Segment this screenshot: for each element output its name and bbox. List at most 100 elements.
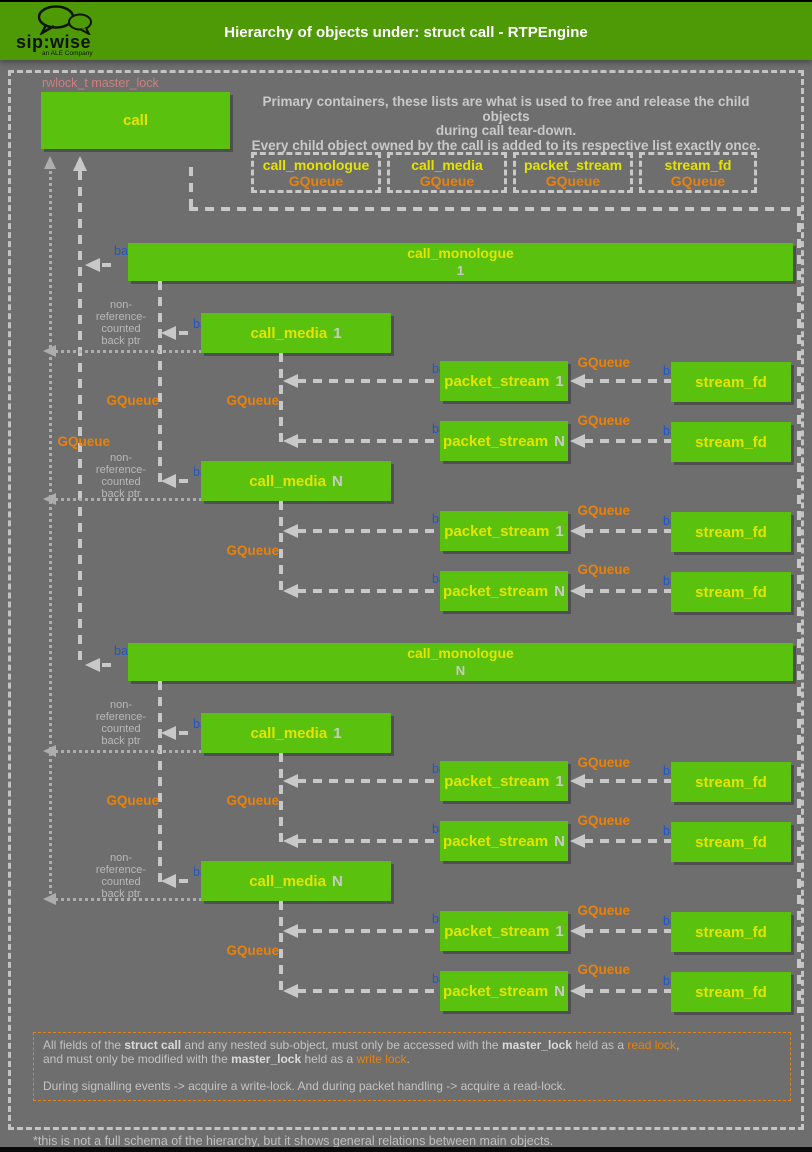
back-ptr-dash: [297, 839, 440, 843]
box-title: stream_fd: [695, 583, 767, 601]
queue-box-stream-fd: stream_fd GQueue: [639, 152, 757, 193]
box-index: 1: [333, 724, 342, 742]
non-ref-arrow: [43, 745, 56, 757]
gqueue-dash: [584, 589, 671, 593]
back-ptr-dash: [297, 589, 440, 593]
gqueue-label: GQueue: [577, 355, 630, 370]
note-line-1: All fields of the struct call and any ne…: [43, 1038, 680, 1052]
packet-stream-box: packet_stream 1: [440, 761, 568, 801]
box-index: 1: [333, 324, 342, 342]
speech-bubbles-icon: [37, 5, 92, 35]
logo-subtext: an ALE Company: [42, 50, 93, 57]
back-ptr-dash: [102, 263, 115, 267]
gqueue-arrow: [570, 584, 585, 598]
stream-fd-box: stream_fd: [671, 362, 791, 402]
box-title: stream_fd: [695, 373, 767, 391]
box-title: packet_stream: [443, 432, 549, 450]
box-title: call_monologue: [407, 645, 514, 661]
gqueue-label: GQueue: [226, 943, 279, 958]
non-ref-arrow: [43, 893, 56, 905]
note-line-2: and must only be modified with the maste…: [43, 1051, 410, 1066]
packet-stream-box: packet_stream 1: [440, 511, 568, 551]
box-index: N: [554, 982, 565, 1000]
call-monologue-n-box: call_monologue N: [128, 643, 793, 681]
non-ref-arrow: [43, 345, 56, 357]
gqueue-label: GQueue: [226, 543, 279, 558]
packet-stream-box: packet_stream 1: [440, 361, 568, 401]
box-index: N: [331, 472, 343, 490]
call-to-lists-line: [189, 167, 193, 207]
gqueue-label: GQueue: [106, 393, 159, 408]
call-media-box: call_media 1: [201, 713, 391, 753]
queue-box-title: call_media: [411, 157, 483, 173]
non-ref-dash: [55, 750, 201, 753]
box-index: 1: [555, 922, 564, 940]
box-title: stream_fd: [695, 433, 767, 451]
back-ptr-dash: [179, 479, 192, 483]
box-title: call_media: [249, 472, 326, 490]
box-index: N: [554, 832, 565, 850]
gqueue-label: GQueue: [226, 393, 279, 408]
gqueue-dash: [584, 439, 671, 443]
back-ptr-arrow: [283, 584, 298, 598]
box-title: call_media: [249, 872, 326, 890]
box-title: packet_stream: [444, 922, 550, 940]
box-title: stream_fd: [695, 773, 767, 791]
stream-fd-box: stream_fd: [671, 912, 791, 952]
gqueue-label: GQueue: [106, 793, 159, 808]
intro-line-1: Primary containers, these lists are what…: [262, 94, 750, 124]
back-ptr-arrow: [85, 258, 100, 272]
diagram-border: [8, 70, 804, 1130]
back-ptr-arrow: [85, 658, 100, 672]
back-ptr-dash: [179, 879, 192, 883]
back-ptr-arrow: [161, 874, 176, 888]
media-list-line: [158, 681, 162, 883]
gqueue-label: GQueue: [577, 755, 630, 770]
header-bar: sip:wise an ALE Company Hierarchy of obj…: [0, 0, 812, 60]
packet-list-line: [279, 501, 283, 593]
gqueue-arrow: [570, 374, 585, 388]
back-ptr-arrow: [283, 774, 298, 788]
queue-box-sub: GQueue: [288, 173, 344, 189]
gqueue-label: GQueue: [226, 793, 279, 808]
box-index: 1: [555, 772, 564, 790]
box-title: call_media: [250, 324, 328, 342]
stream-fd-box: stream_fd: [671, 422, 791, 462]
queue-box-title: packet_stream: [523, 157, 623, 173]
back-ptr-arrow: [161, 726, 176, 740]
back-ptr-dash: [297, 439, 440, 443]
call-monologue-1-box: call_monologue 1: [128, 243, 793, 281]
stream-fd-box: stream_fd: [671, 822, 791, 862]
back-ptr-arrow: [161, 326, 176, 340]
back-ptr-dash: [297, 929, 440, 933]
box-title: stream_fd: [695, 983, 767, 1001]
packet-stream-box: packet_stream N: [440, 571, 568, 611]
gqueue-label: GQueue: [577, 562, 630, 577]
call-box: call: [41, 92, 230, 149]
packet-list-line: [279, 753, 283, 843]
intro-line-2: during call tear-down.: [435, 123, 577, 138]
back-ptr-dash: [297, 379, 440, 383]
box-index: N: [554, 582, 565, 600]
back-ptr-arrow: [283, 834, 298, 848]
box-title: packet_stream: [444, 522, 550, 540]
gqueue-arrow: [570, 984, 585, 998]
non-ref-label: non- reference- counted back ptr: [95, 452, 147, 500]
right-side-line: [797, 207, 801, 1013]
stream-fd-box: stream_fd: [671, 972, 791, 1012]
box-index: N: [554, 432, 565, 450]
non-ref-arrow: [43, 493, 56, 505]
non-ref-dash: [55, 898, 201, 901]
box-title: stream_fd: [695, 923, 767, 941]
queue-box-title: stream_fd: [664, 157, 732, 173]
gqueue-arrow: [570, 774, 585, 788]
box-title: packet_stream: [444, 772, 550, 790]
non-ref-dash: [55, 350, 201, 353]
media-list-line: [158, 281, 162, 483]
back-ptr-dash: [297, 779, 440, 783]
queue-box-sub: GQueue: [419, 173, 475, 189]
lists-row-line: [189, 207, 801, 211]
box-title: stream_fd: [695, 523, 767, 541]
gqueue-label: GQueue: [57, 434, 110, 449]
back-ptr-arrow: [161, 474, 176, 488]
